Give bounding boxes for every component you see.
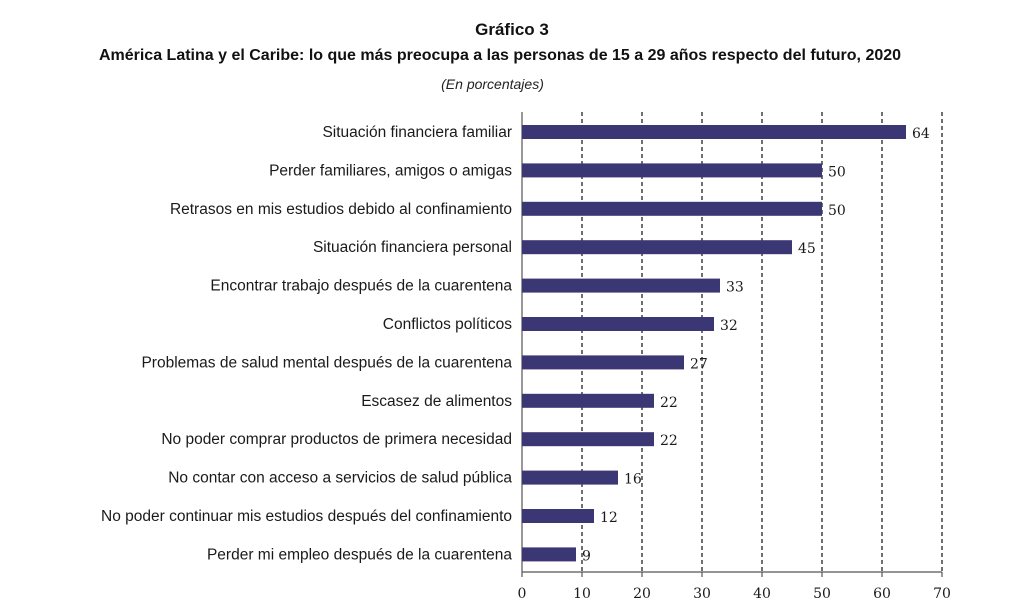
value-label: 27: [690, 356, 708, 372]
bar: [522, 393, 654, 408]
category-label: Escasez de alimentos: [361, 393, 512, 410]
category-label: Problemas de salud mental después de la …: [141, 354, 512, 371]
category-label: Retrasos en mis estudios debido al confi…: [170, 201, 512, 218]
value-label: 64: [912, 126, 930, 142]
category-label: No poder continuar mis estudios después …: [101, 508, 512, 525]
bar: [522, 125, 906, 139]
bar: [522, 240, 792, 255]
category-label: Conflictos políticos: [383, 316, 512, 333]
value-label: 32: [720, 318, 738, 334]
x-tick-label: 40: [753, 586, 771, 602]
value-label: 50: [828, 203, 846, 219]
bar: [522, 355, 684, 370]
category-label: No contar con acceso a servicios de salu…: [168, 470, 512, 487]
bar: [522, 278, 720, 293]
category-label: Perder mi empleo después de la cuarenten…: [207, 546, 512, 563]
x-tick-label: 0: [518, 586, 527, 602]
bar: [522, 432, 654, 447]
value-label: 45: [798, 241, 816, 257]
category-label: Encontrar trabajo después de la cuarente…: [210, 278, 512, 295]
bar: [522, 201, 822, 216]
bar: [522, 470, 618, 485]
x-tick-label: 30: [693, 586, 711, 602]
value-label: 12: [600, 510, 618, 526]
x-tick-label: 70: [933, 586, 951, 602]
chart-subtitle: (En porcentajes): [441, 76, 544, 92]
category-label: No poder comprar productos de primera ne…: [161, 431, 512, 448]
value-label: 22: [660, 433, 678, 449]
bar: [522, 509, 594, 523]
x-tick-label: 10: [573, 586, 591, 602]
value-label: 16: [624, 472, 642, 488]
category-label: Perder familiares, amigos o amigas: [269, 162, 512, 179]
bar: [522, 547, 576, 562]
bar: [522, 163, 822, 178]
bar: [522, 317, 714, 331]
category-label: Situación financiera familiar: [322, 124, 512, 141]
x-tick-label: 50: [813, 586, 831, 602]
value-label: 50: [828, 164, 846, 180]
x-tick-label: 20: [633, 586, 651, 602]
chart-title: América Latina y el Caribe: lo que más p…: [98, 47, 902, 64]
chart-number: Gráfico 3: [475, 20, 549, 39]
value-label: 22: [660, 395, 678, 411]
x-tick-label: 60: [873, 586, 891, 602]
value-label: 33: [726, 280, 744, 296]
value-label: 9: [582, 548, 591, 564]
category-label: Situación financiera personal: [313, 239, 512, 256]
